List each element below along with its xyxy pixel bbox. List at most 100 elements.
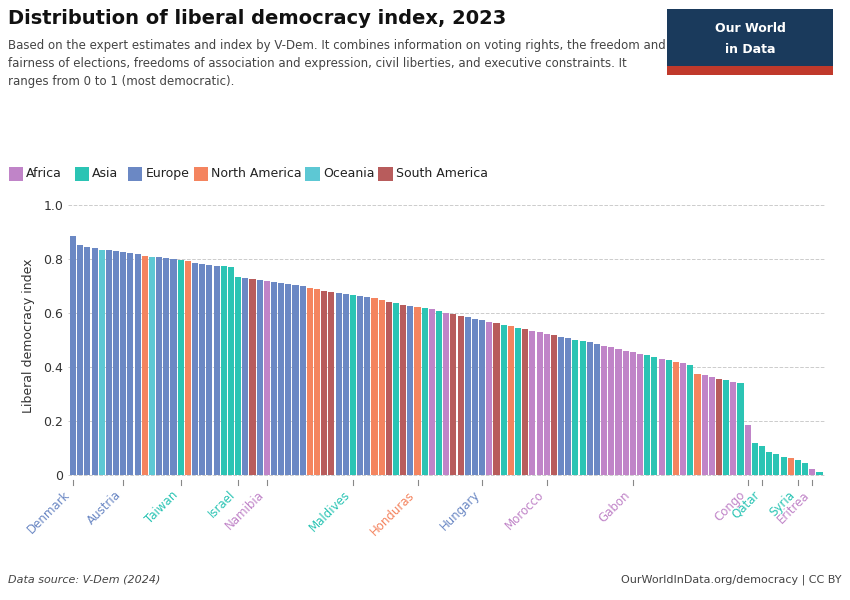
Bar	[701, 375, 708, 475]
Text: in Data: in Data	[725, 43, 775, 56]
Bar	[184, 261, 191, 475]
Bar	[594, 344, 600, 475]
Bar	[192, 263, 198, 475]
Bar	[730, 382, 736, 475]
Text: Syria: Syria	[768, 488, 798, 519]
Bar	[443, 313, 450, 475]
Bar	[745, 425, 751, 475]
Bar	[450, 314, 456, 475]
Bar	[75, 167, 89, 181]
Bar	[178, 260, 184, 475]
Bar	[659, 359, 665, 475]
Text: Denmark: Denmark	[26, 488, 73, 536]
Bar	[580, 341, 586, 475]
Bar	[278, 283, 284, 475]
Bar	[134, 254, 140, 475]
Bar	[128, 167, 142, 181]
Bar	[536, 332, 542, 475]
Y-axis label: Liberal democracy index: Liberal democracy index	[22, 259, 35, 413]
Bar	[572, 340, 579, 475]
Bar	[422, 308, 428, 475]
Bar	[817, 472, 823, 475]
Text: Honduras: Honduras	[368, 488, 417, 538]
Text: Gabon: Gabon	[597, 488, 633, 525]
Bar	[321, 291, 327, 475]
Bar	[221, 266, 227, 475]
Bar	[429, 310, 435, 475]
Text: Namibia: Namibia	[223, 488, 267, 532]
Bar	[515, 328, 521, 475]
Text: Taiwan: Taiwan	[143, 488, 181, 526]
Bar	[149, 257, 155, 475]
Text: Eritrea: Eritrea	[775, 488, 813, 526]
Bar	[507, 326, 514, 475]
Bar	[530, 331, 536, 475]
Bar	[615, 349, 621, 475]
Bar	[365, 297, 371, 475]
Bar	[551, 335, 557, 475]
Bar	[156, 257, 162, 475]
Bar	[694, 374, 700, 475]
Bar	[630, 352, 636, 475]
Bar	[228, 268, 234, 475]
Bar	[644, 355, 650, 475]
Bar	[213, 266, 219, 475]
Bar	[501, 325, 507, 475]
Bar	[163, 258, 169, 475]
Bar	[522, 329, 528, 475]
Text: Europe: Europe	[145, 167, 190, 179]
Bar	[242, 278, 248, 475]
Bar	[264, 281, 269, 475]
Bar	[802, 463, 808, 475]
Bar	[106, 250, 112, 475]
Bar	[235, 277, 241, 475]
Bar	[759, 446, 765, 475]
Bar	[415, 307, 421, 475]
Bar	[472, 319, 478, 475]
Bar	[809, 469, 815, 475]
Bar	[651, 357, 657, 475]
Bar	[371, 298, 377, 475]
Text: Based on the expert estimates and index by V-Dem. It combines information on vot: Based on the expert estimates and index …	[8, 39, 666, 88]
Bar	[92, 248, 98, 475]
Bar	[436, 311, 442, 475]
Bar	[544, 334, 550, 475]
Bar	[350, 295, 356, 475]
Text: Our World: Our World	[715, 22, 785, 35]
Bar	[680, 364, 686, 475]
Bar	[70, 236, 76, 475]
Bar	[457, 316, 463, 475]
Bar	[788, 458, 794, 475]
Bar	[565, 338, 571, 475]
Bar	[407, 306, 413, 475]
Bar	[77, 245, 83, 475]
Bar	[84, 247, 90, 475]
Bar	[766, 452, 773, 475]
Bar	[357, 296, 363, 475]
Bar	[328, 292, 334, 475]
Bar	[305, 167, 320, 181]
Bar	[586, 343, 592, 475]
Bar	[637, 354, 643, 475]
Text: Distribution of liberal democracy index, 2023: Distribution of liberal democracy index,…	[8, 9, 507, 28]
Bar	[113, 251, 119, 475]
Bar	[314, 289, 320, 475]
Bar	[716, 379, 722, 475]
Text: South America: South America	[396, 167, 488, 179]
Bar	[774, 454, 779, 475]
Bar	[723, 380, 729, 475]
Bar	[171, 259, 177, 475]
Bar	[609, 347, 615, 475]
Bar	[601, 346, 607, 475]
Bar	[667, 67, 833, 75]
Bar	[336, 293, 342, 475]
Bar	[378, 167, 393, 181]
Text: Hungary: Hungary	[437, 488, 482, 533]
Bar	[738, 383, 744, 475]
Bar	[479, 320, 485, 475]
Bar	[386, 302, 392, 475]
Bar	[378, 300, 385, 475]
Bar	[128, 253, 133, 475]
Bar	[194, 167, 208, 181]
Bar	[199, 264, 205, 475]
